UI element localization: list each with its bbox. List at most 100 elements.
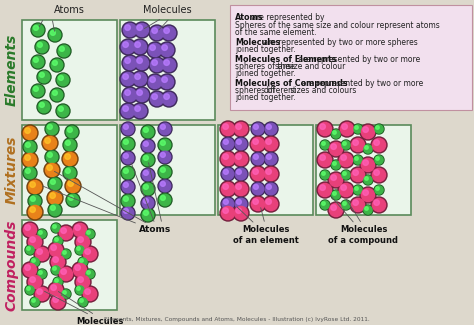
Circle shape	[73, 264, 87, 277]
Circle shape	[373, 168, 385, 182]
Circle shape	[36, 247, 48, 261]
Circle shape	[317, 152, 333, 168]
Circle shape	[141, 196, 155, 210]
Circle shape	[233, 181, 249, 197]
Circle shape	[141, 139, 155, 153]
Circle shape	[87, 231, 90, 234]
Circle shape	[23, 126, 36, 139]
Circle shape	[264, 167, 278, 181]
Circle shape	[38, 71, 50, 83]
Circle shape	[332, 130, 340, 138]
Circle shape	[30, 237, 36, 242]
Circle shape	[26, 142, 30, 147]
Circle shape	[331, 144, 337, 150]
Circle shape	[235, 123, 247, 136]
Circle shape	[79, 258, 87, 266]
Circle shape	[374, 200, 379, 205]
Circle shape	[48, 203, 62, 217]
Circle shape	[30, 207, 36, 213]
Circle shape	[144, 155, 148, 160]
FancyBboxPatch shape	[22, 125, 117, 215]
Circle shape	[265, 153, 277, 165]
Circle shape	[320, 200, 330, 210]
Circle shape	[152, 94, 157, 99]
Circle shape	[236, 124, 241, 129]
Circle shape	[236, 154, 241, 159]
Circle shape	[58, 107, 64, 111]
Circle shape	[75, 245, 85, 255]
Text: are represented by two or more spheres: are represented by two or more spheres	[261, 38, 418, 47]
Circle shape	[48, 242, 64, 258]
Circle shape	[161, 57, 177, 73]
Circle shape	[158, 150, 172, 164]
Circle shape	[38, 270, 46, 278]
Circle shape	[252, 123, 264, 135]
Circle shape	[263, 136, 279, 152]
Circle shape	[47, 165, 53, 170]
Circle shape	[159, 74, 175, 90]
Circle shape	[32, 85, 44, 97]
Circle shape	[374, 155, 384, 165]
Circle shape	[135, 106, 140, 111]
Circle shape	[35, 40, 49, 54]
Circle shape	[331, 175, 337, 180]
Circle shape	[341, 155, 346, 161]
Circle shape	[72, 222, 88, 238]
Circle shape	[78, 297, 88, 307]
Circle shape	[122, 207, 134, 219]
Circle shape	[253, 199, 258, 204]
Circle shape	[27, 204, 43, 220]
Circle shape	[51, 285, 56, 291]
Circle shape	[160, 44, 173, 57]
Circle shape	[65, 168, 70, 173]
Circle shape	[141, 208, 155, 222]
Circle shape	[59, 267, 73, 280]
Circle shape	[122, 87, 138, 103]
Circle shape	[58, 225, 74, 241]
Text: Molecules
of a compound: Molecules of a compound	[328, 225, 399, 245]
Circle shape	[159, 166, 171, 178]
Circle shape	[374, 124, 384, 134]
Circle shape	[221, 182, 235, 196]
Circle shape	[221, 167, 235, 181]
Circle shape	[236, 184, 241, 189]
Circle shape	[132, 71, 148, 87]
Circle shape	[159, 42, 175, 58]
Circle shape	[341, 200, 351, 210]
Circle shape	[123, 106, 128, 111]
Circle shape	[34, 86, 38, 91]
Circle shape	[77, 247, 80, 250]
Circle shape	[122, 152, 134, 164]
Circle shape	[141, 182, 155, 196]
Circle shape	[135, 42, 140, 47]
Circle shape	[343, 172, 346, 175]
Circle shape	[25, 225, 30, 230]
Circle shape	[52, 295, 64, 308]
Circle shape	[25, 128, 30, 133]
Circle shape	[354, 186, 362, 194]
FancyBboxPatch shape	[22, 220, 117, 310]
Circle shape	[322, 172, 325, 175]
Circle shape	[136, 57, 148, 70]
Circle shape	[64, 167, 76, 179]
Circle shape	[354, 156, 362, 164]
Circle shape	[223, 169, 228, 174]
Circle shape	[320, 140, 330, 150]
Circle shape	[46, 151, 58, 163]
FancyBboxPatch shape	[230, 5, 472, 110]
Circle shape	[51, 265, 61, 275]
Circle shape	[338, 152, 354, 168]
Circle shape	[122, 138, 134, 150]
Circle shape	[161, 140, 165, 145]
Circle shape	[62, 151, 78, 167]
Circle shape	[61, 249, 71, 259]
Circle shape	[234, 137, 248, 151]
Circle shape	[374, 140, 379, 145]
Circle shape	[149, 91, 165, 107]
Circle shape	[341, 170, 351, 180]
Text: spheres of: spheres of	[235, 86, 277, 95]
Text: joined together.: joined together.	[235, 69, 296, 78]
Circle shape	[221, 197, 235, 211]
Circle shape	[332, 191, 340, 199]
Circle shape	[123, 196, 128, 202]
